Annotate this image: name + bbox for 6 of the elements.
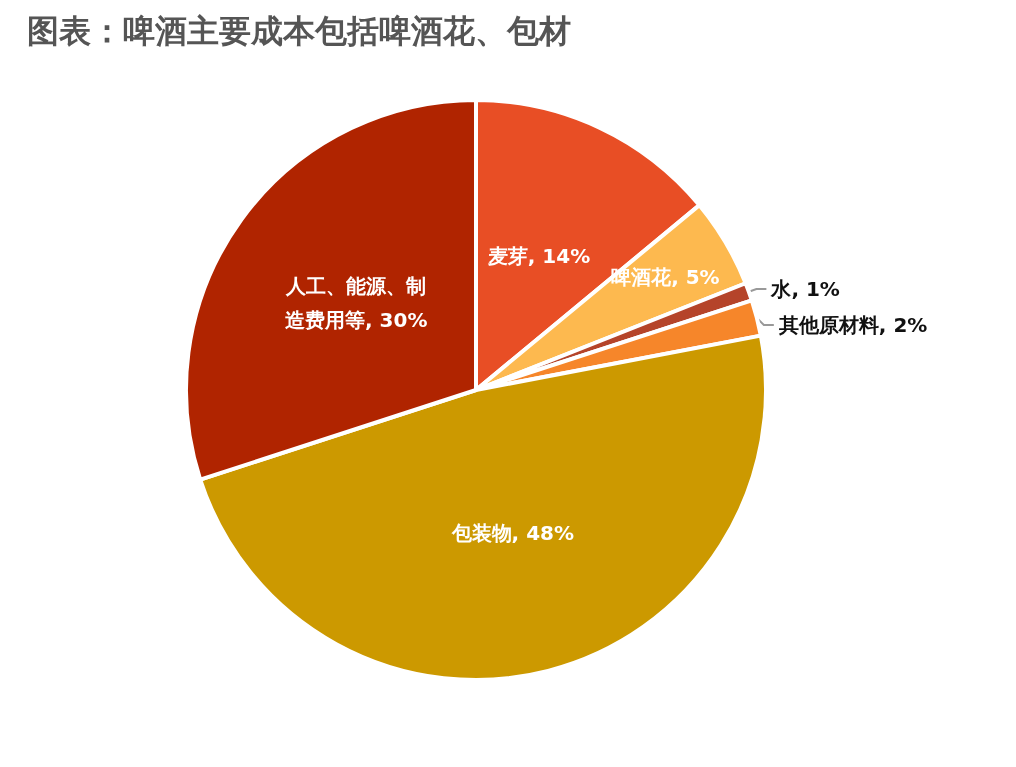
chart-title: 图表：啤酒主要成本包括啤酒花、包材	[27, 12, 571, 50]
slice-label: 包装物, 48%	[450, 521, 575, 546]
slice-label: 其他原材料, 2%	[777, 313, 928, 338]
slice-label: 水, 1%	[770, 277, 840, 302]
slice-label: 麦芽, 14%	[486, 244, 591, 269]
slice-label: 人工、能源、制造费用等, 30%	[285, 274, 428, 333]
